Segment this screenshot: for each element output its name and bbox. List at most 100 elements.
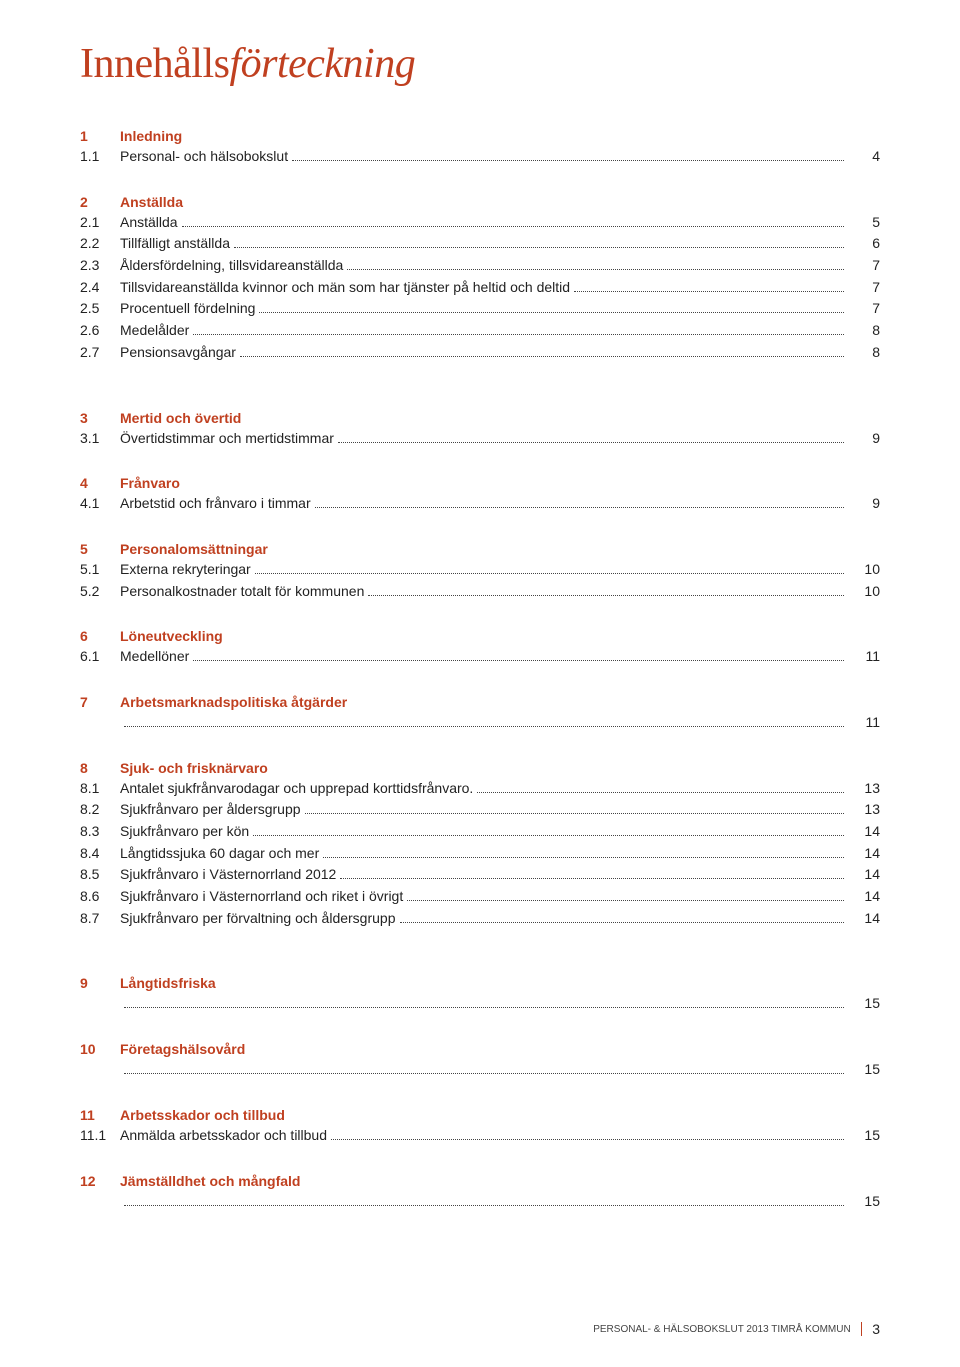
toc-section-head: 4Frånvaro	[80, 475, 880, 491]
toc-row: 1.1Personal- och hälsobokslut4	[80, 146, 880, 168]
toc-section-head: 1Inledning	[80, 128, 880, 144]
footer-divider	[861, 1322, 863, 1336]
toc-row: 15	[80, 993, 880, 1015]
toc-section: 2Anställda2.1Anställda52.2Tillfälligt an…	[80, 194, 880, 364]
toc-row: 8.4Långtidssjuka 60 dagar och mer14	[80, 843, 880, 865]
toc-row-number: 8.6	[80, 886, 120, 908]
toc-row-number: 3.1	[80, 428, 120, 450]
toc-section-number: 9	[80, 975, 120, 991]
toc-section: 7Arbetsmarknadspolitiska åtgärder11	[80, 694, 880, 734]
toc-row-label: Övertidstimmar och mertidstimmar	[120, 428, 334, 450]
toc-row-number: 8.4	[80, 843, 120, 865]
toc-dot-leader	[234, 247, 844, 248]
toc-row-label: Procentuell fördelning	[120, 298, 255, 320]
toc-section-title: Långtidsfriska	[120, 975, 216, 991]
title-part2: förteckning	[229, 41, 415, 87]
toc-row: 3.1Övertidstimmar och mertidstimmar 9	[80, 428, 880, 450]
toc-section-title: Arbetsskador och tillbud	[120, 1107, 285, 1123]
footer-text: PERSONAL- & HÄLSOBOKSLUT 2013 TIMRÅ KOMM…	[593, 1324, 850, 1335]
toc-row-label: Sjukfrånvaro per kön	[120, 821, 249, 843]
toc-dot-leader	[255, 573, 844, 574]
toc-dot-leader	[240, 356, 844, 357]
toc-row: 8.5Sjukfrånvaro i Västernorrland 201214	[80, 864, 880, 886]
toc-dot-leader	[323, 857, 844, 858]
toc-dot-leader	[315, 507, 844, 508]
toc-row: 2.6Medelålder8	[80, 320, 880, 342]
page-footer: PERSONAL- & HÄLSOBOKSLUT 2013 TIMRÅ KOMM…	[80, 1321, 880, 1337]
toc-dot-leader	[193, 660, 844, 661]
toc-row: 8.1Antalet sjukfrånvarodagar och upprepa…	[80, 778, 880, 800]
toc-row-page: 14	[850, 886, 880, 908]
toc-section: 8Sjuk- och frisknärvaro 8.1Antalet sjukfr…	[80, 760, 880, 930]
toc-section-title: Inledning	[120, 128, 182, 144]
toc-row-label: Medellöner	[120, 646, 189, 668]
toc-row-number: 6.1	[80, 646, 120, 668]
toc-row-page: 13	[850, 778, 880, 800]
toc-row-number: 2.6	[80, 320, 120, 342]
toc-row: 2.3Åldersfördelning, tillsvidareanställd…	[80, 255, 880, 277]
toc-row-number: 8.5	[80, 864, 120, 886]
toc-row: 8.7Sjukfrånvaro per förvaltning och ålde…	[80, 908, 880, 930]
toc-row-label: Personal- och hälsobokslut	[120, 146, 288, 168]
toc-row: 4.1Arbetstid och frånvaro i timmar9	[80, 493, 880, 515]
toc-row-label: Anställda	[120, 212, 178, 234]
toc-dot-leader	[124, 1007, 844, 1008]
toc-row-number: 5.2	[80, 581, 120, 603]
toc-section-number: 10	[80, 1041, 120, 1057]
toc-dot-leader	[253, 835, 844, 836]
toc-row-number: 2.2	[80, 233, 120, 255]
toc-row-number: 2.1	[80, 212, 120, 234]
toc-row-page: 4	[850, 146, 880, 168]
toc-dot-leader	[292, 160, 844, 161]
toc-row: 5.2Personalkostnader totalt för kommunen…	[80, 581, 880, 603]
toc-section: 1Inledning1.1Personal- och hälsobokslut4	[80, 128, 880, 168]
toc-dot-leader	[124, 726, 844, 727]
toc-row-label: Antalet sjukfrånvarodagar och upprepad k…	[120, 778, 473, 800]
toc-dot-leader	[340, 878, 844, 879]
toc-row-page: 9	[850, 428, 880, 450]
toc-section-title: Arbetsmarknadspolitiska åtgärder	[120, 694, 347, 710]
toc-section-number: 6	[80, 628, 120, 644]
toc-section: 12Jämställdhet och mångfald15	[80, 1173, 880, 1213]
toc-row: 8.3Sjukfrånvaro per kön14	[80, 821, 880, 843]
toc-row: 15	[80, 1059, 880, 1081]
toc-row-page: 11	[850, 646, 880, 668]
toc-row-label: Sjukfrånvaro i Västernorrland 2012	[120, 864, 336, 886]
toc-dot-leader	[305, 813, 844, 814]
toc-section-number: 8	[80, 760, 120, 776]
toc-section: 6Löneutveckling6.1Medellöner11	[80, 628, 880, 668]
toc-row: 2.1Anställda5	[80, 212, 880, 234]
toc-row-page: 11	[850, 712, 880, 734]
toc-dot-leader	[124, 1205, 844, 1206]
toc-row-page: 8	[850, 342, 880, 364]
toc-row-label: Externa rekryteringar	[120, 559, 251, 581]
toc-row: 2.4Tillsvidareanställda kvinnor och män …	[80, 277, 880, 299]
toc-row-page: 14	[850, 843, 880, 865]
toc-dot-leader	[182, 226, 844, 227]
toc-row-number: 8.2	[80, 799, 120, 821]
toc-section-number: 2	[80, 194, 120, 210]
toc-row-number: 8.7	[80, 908, 120, 930]
toc-dot-leader	[347, 269, 844, 270]
page-title: Innehållsförteckning	[80, 40, 880, 88]
toc-section: 5Personalomsättningar5.1Externa rekryter…	[80, 541, 880, 602]
toc-section-number: 5	[80, 541, 120, 557]
toc-row-page: 15	[850, 1125, 880, 1147]
toc-row-label: Pensionsavgångar	[120, 342, 236, 364]
toc-row-page: 14	[850, 821, 880, 843]
toc-row-page: 15	[850, 1059, 880, 1081]
toc-dot-leader	[407, 900, 844, 901]
toc-section-number: 4	[80, 475, 120, 491]
toc-section-head: 2Anställda	[80, 194, 880, 210]
toc-row-label: Tillsvidareanställda kvinnor och män som…	[120, 277, 570, 299]
toc-row-page: 7	[850, 255, 880, 277]
toc-dot-leader	[368, 595, 844, 596]
toc-dot-leader	[124, 1073, 844, 1074]
toc-row-label: Sjukfrånvaro per förvaltning och åldersg…	[120, 908, 396, 930]
toc-section: 10Företagshälsovård15	[80, 1041, 880, 1081]
toc-dot-leader	[331, 1139, 844, 1140]
toc-section-head: 3Mertid och övertid	[80, 410, 880, 426]
toc-row-page: 10	[850, 581, 880, 603]
toc-section-title: Sjuk- och frisknärvaro	[120, 760, 268, 776]
toc-row: 11	[80, 712, 880, 734]
